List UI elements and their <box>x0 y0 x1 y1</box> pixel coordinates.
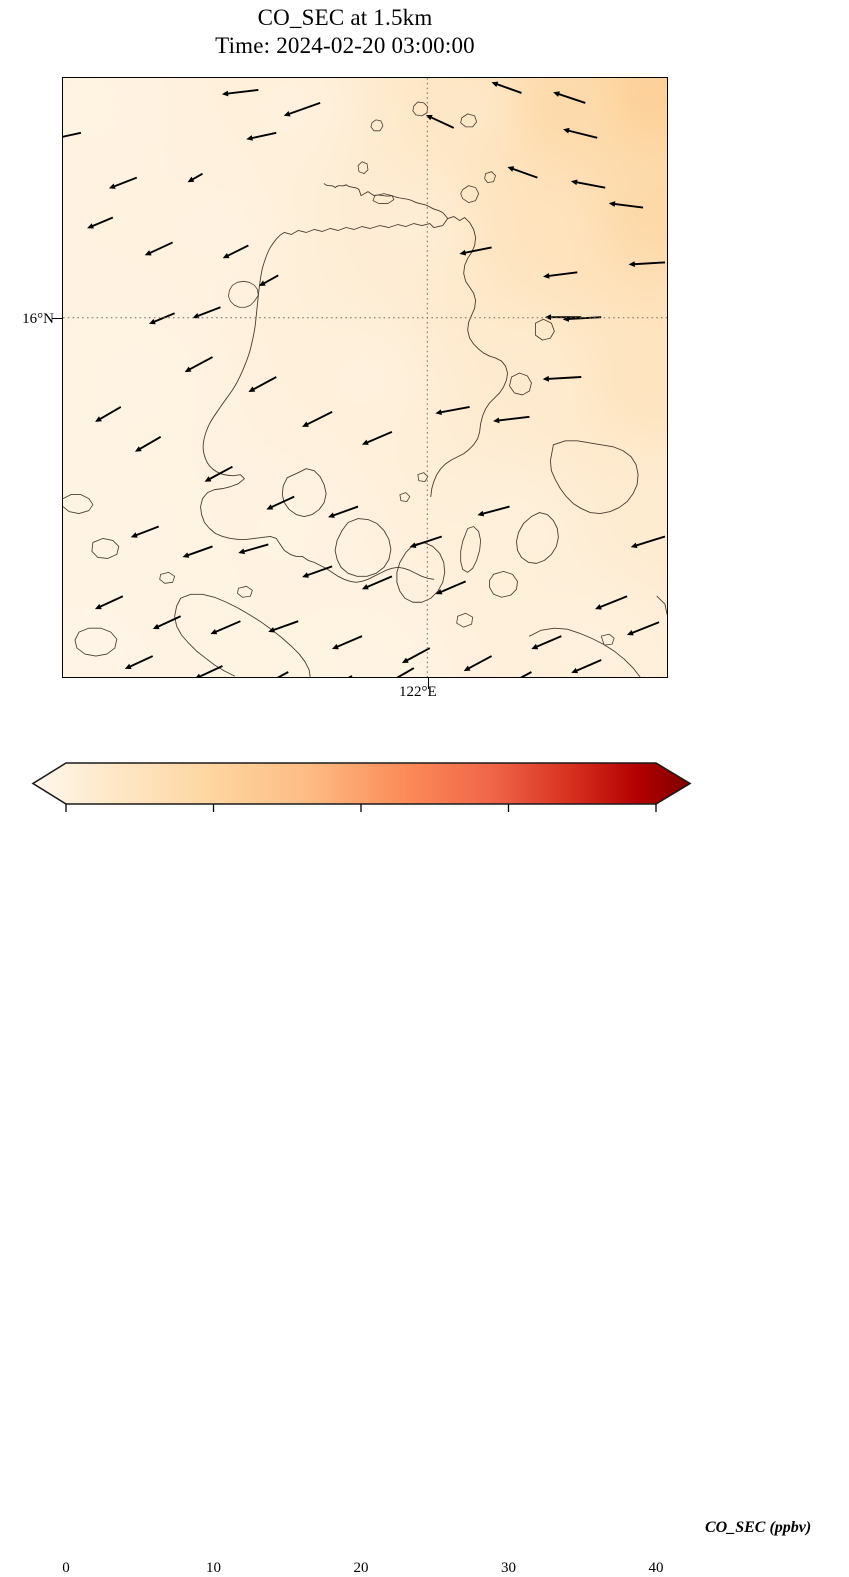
figure-canvas: CO_SEC at 1.5km Time: 2024-02-20 03:00:0… <box>0 4 849 1576</box>
wind-arrow <box>328 505 359 518</box>
wind-arrow <box>435 405 470 416</box>
wind-arrow <box>283 102 321 117</box>
wind-arrow <box>238 543 269 555</box>
wind-arrow <box>246 131 277 141</box>
wind-arrow <box>531 635 562 650</box>
wind-arrow <box>477 505 510 517</box>
wind-arrow <box>108 176 138 189</box>
coastline-overlay <box>63 101 667 677</box>
wind-arrow <box>628 261 666 268</box>
colorbar-ticks <box>65 804 657 812</box>
wind-arrow <box>268 620 299 633</box>
figure-title-line1: CO_SEC at 1.5km <box>257 5 433 30</box>
wind-arrow <box>459 246 492 256</box>
wind-arrow <box>608 201 644 209</box>
colorbar-tick-label: 20 <box>353 1560 369 1576</box>
wind-arrow <box>277 671 289 677</box>
wind-arrow <box>570 179 606 189</box>
wind-arrow <box>626 621 660 636</box>
colorbar-gradient <box>31 762 692 812</box>
figure-title-line2: Time: 2024-02-20 03:00:00 <box>215 33 475 59</box>
wind-arrow <box>520 671 532 677</box>
wind-arrow <box>409 535 443 548</box>
wind-arrow <box>562 127 598 139</box>
wind-arrow <box>63 131 82 138</box>
colorbar-title: CO_SEC (ppbv) <box>705 1519 812 1536</box>
wind-arrow <box>332 635 363 650</box>
colorbar-tick-label: 30 <box>501 1560 516 1576</box>
colorbar[interactable]: CO_SEC (ppbv) 0 10 20 30 40 <box>0 754 849 1576</box>
figure-title: CO_SEC at 1.5km Time: 2024-02-20 03:00:0… <box>0 4 690 60</box>
wind-arrow <box>571 659 602 674</box>
wind-arrow <box>493 415 530 424</box>
wind-arrow <box>210 620 241 635</box>
wind-arrow <box>594 595 628 610</box>
wind-arrow <box>542 375 582 382</box>
wind-vector-overlay <box>63 81 666 677</box>
wind-arrow <box>196 665 223 677</box>
wind-arrow <box>302 565 333 578</box>
colorbar-body <box>31 762 692 805</box>
wind-arrow <box>222 244 249 259</box>
tick-mark-latitude <box>52 317 63 319</box>
wind-arrow <box>144 241 174 256</box>
wind-arrow <box>95 406 122 422</box>
wind-arrow <box>124 655 154 669</box>
wind-arrow <box>221 89 259 97</box>
wind-arrow <box>259 274 279 287</box>
wind-arrow <box>87 216 114 229</box>
map-plot-area[interactable] <box>62 77 668 678</box>
wind-arrow <box>192 306 221 319</box>
wind-arrow <box>630 535 666 549</box>
tick-mark-longitude <box>427 678 429 689</box>
wind-arrow <box>507 166 538 179</box>
wind-arrow <box>130 525 160 538</box>
wind-arrow <box>187 172 204 183</box>
wind-arrow <box>266 495 295 510</box>
wind-arrow <box>553 91 586 104</box>
wind-arrow <box>248 376 277 393</box>
wind-arrow <box>425 114 455 129</box>
wind-arrow <box>152 615 182 630</box>
wind-arrow <box>361 430 393 445</box>
wind-arrow <box>184 356 213 373</box>
wind-arrow <box>204 465 233 482</box>
wind-arrow <box>94 595 124 610</box>
wind-arrow <box>463 655 493 672</box>
gridline-overlay <box>63 78 667 677</box>
tick-label-latitude: 16°N <box>22 311 54 327</box>
wind-arrow <box>435 580 467 595</box>
tick-label-longitude: 122°E <box>399 684 437 700</box>
wind-arrow <box>302 411 333 427</box>
wind-arrow <box>543 271 578 279</box>
wind-arrow <box>134 435 162 452</box>
colorbar-tick-label: 0 <box>62 1560 70 1576</box>
wind-arrow <box>182 545 213 558</box>
wind-arrow <box>491 81 522 94</box>
wind-arrow <box>401 647 431 664</box>
wind-arrow <box>361 575 393 590</box>
colorbar-tick-label: 10 <box>206 1560 221 1576</box>
colorbar-tick-label: 40 <box>648 1560 664 1576</box>
wind-arrow <box>396 667 415 677</box>
